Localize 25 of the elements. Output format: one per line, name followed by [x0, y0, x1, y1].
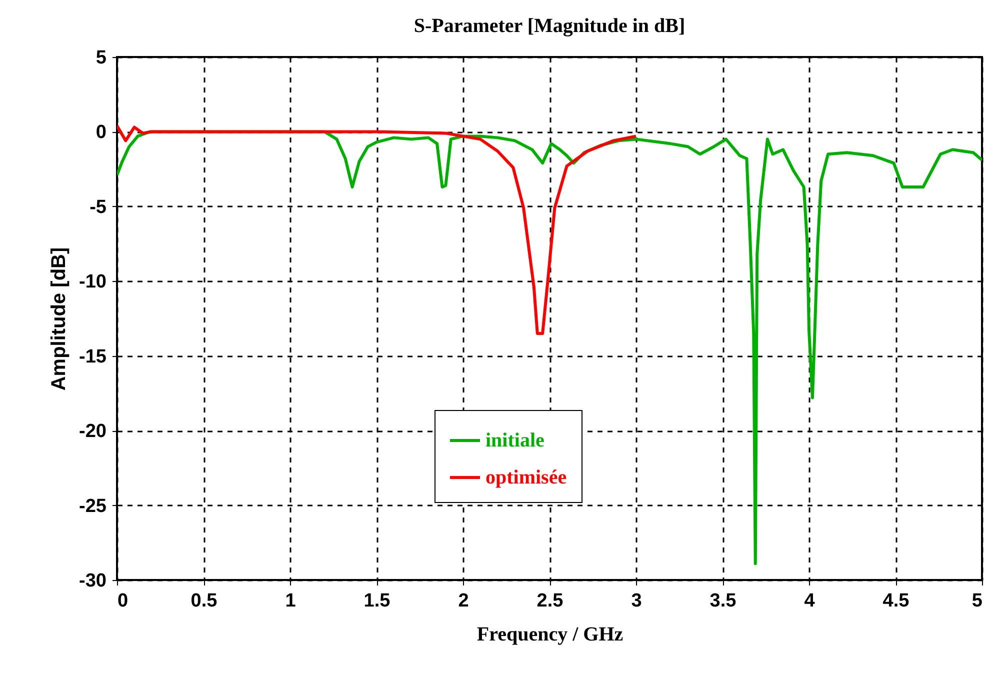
chart-title: S-Parameter [Magnitude in dB] — [414, 15, 686, 37]
y-tick-label: 0 — [96, 122, 106, 144]
x-tick-label: 2.5 — [536, 590, 564, 612]
x-tick-label: 2 — [458, 590, 469, 612]
legend-label: optimisée — [486, 466, 567, 488]
y-tick-label: -25 — [79, 496, 107, 517]
x-tick-label: 0 — [118, 590, 128, 612]
line-series — [117, 124, 638, 335]
y-tick-label: -10 — [79, 272, 106, 293]
x-tick-label: 3 — [631, 590, 642, 612]
y-tick-label: -5 — [90, 196, 107, 218]
x-tick-label: 5 — [972, 590, 983, 612]
x-tick-label: 0.5 — [190, 590, 218, 612]
x-tick-label: 4.5 — [882, 590, 910, 612]
x-axis-title: Frequency / GHz — [476, 624, 624, 646]
y-axis-title: Amplitude [dB] — [48, 247, 70, 391]
y-tick-label: 5 — [96, 48, 107, 68]
y-tick-label: -20 — [79, 421, 106, 442]
x-tick-label: 3.5 — [710, 590, 737, 612]
x-tick-label: 1 — [285, 590, 296, 612]
y-tick-label: -15 — [79, 346, 107, 368]
x-tick-label: 1.5 — [364, 590, 391, 612]
x-tick-label: 4 — [804, 590, 816, 612]
legend-label: initiale — [486, 430, 545, 452]
y-tick-label: -30 — [79, 570, 106, 592]
